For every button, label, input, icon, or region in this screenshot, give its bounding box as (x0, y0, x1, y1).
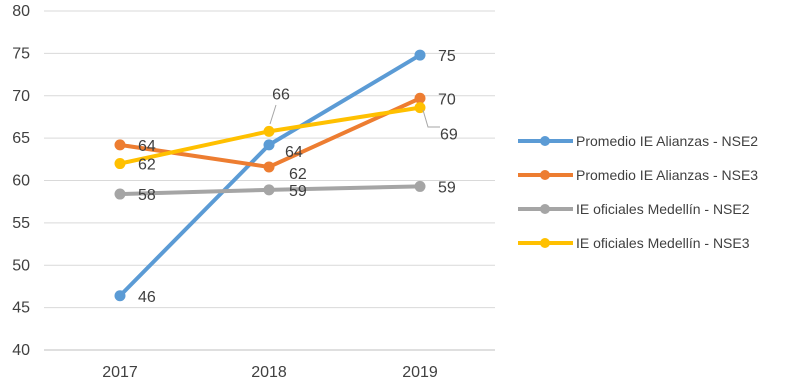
data-label: 46 (138, 289, 156, 306)
data-label: 59 (438, 179, 456, 196)
x-tick-label: 2017 (102, 364, 138, 381)
legend-label: IE oficiales Medellín - NSE3 (576, 235, 750, 251)
x-axis: 2017 2018 2019 (102, 364, 438, 381)
legend-swatch-marker (540, 238, 550, 248)
y-tick-label: 80 (12, 3, 30, 20)
legend-swatch-marker (540, 136, 550, 146)
data-label: 64 (138, 138, 156, 155)
legend-swatch-marker (540, 170, 550, 180)
legend-label: Promedio IE Alianzas - NSE2 (576, 133, 758, 149)
y-tick-label: 75 (12, 45, 30, 62)
data-label: 64 (285, 144, 303, 161)
data-label: 62 (138, 157, 156, 174)
x-tick-label: 2018 (251, 364, 287, 381)
data-point (114, 158, 126, 170)
legend-label: Promedio IE Alianzas - NSE3 (576, 167, 758, 183)
data-label: 75 (438, 48, 456, 65)
data-label: 59 (289, 183, 307, 200)
y-tick-label: 65 (12, 130, 30, 147)
data-point (414, 180, 426, 192)
data-label: 66 (272, 86, 290, 103)
y-axis: 40 45 50 55 60 65 70 75 80 (12, 3, 30, 359)
label-leader-line (269, 104, 277, 125)
y-tick-label: 70 (12, 88, 30, 105)
y-tick-label: 40 (12, 342, 30, 359)
data-label: 58 (138, 187, 156, 204)
data-point (263, 161, 275, 173)
y-tick-label: 60 (12, 173, 30, 190)
data-label: 62 (289, 166, 307, 183)
series-group (114, 49, 426, 302)
data-point (414, 49, 426, 61)
data-point (263, 125, 275, 137)
label-leader-line (422, 109, 440, 128)
data-label: 70 (438, 91, 456, 108)
data-point (414, 92, 426, 104)
data-label: 69 (440, 127, 458, 144)
series-line (118, 53, 422, 298)
y-tick-label: 45 (12, 300, 30, 317)
data-point (263, 139, 275, 151)
legend-swatch-marker (540, 204, 550, 214)
y-tick-label: 55 (12, 215, 30, 232)
data-point (114, 188, 126, 200)
x-tick-label: 2019 (402, 364, 438, 381)
data-point (114, 139, 126, 151)
gridlines (44, 10, 495, 351)
data-point (114, 290, 126, 302)
y-tick-label: 50 (12, 257, 30, 274)
data-point (263, 184, 275, 196)
legend: Promedio IE Alianzas - NSE2 Promedio IE A… (518, 133, 758, 251)
legend-label: IE oficiales Medellín - NSE2 (576, 201, 750, 217)
